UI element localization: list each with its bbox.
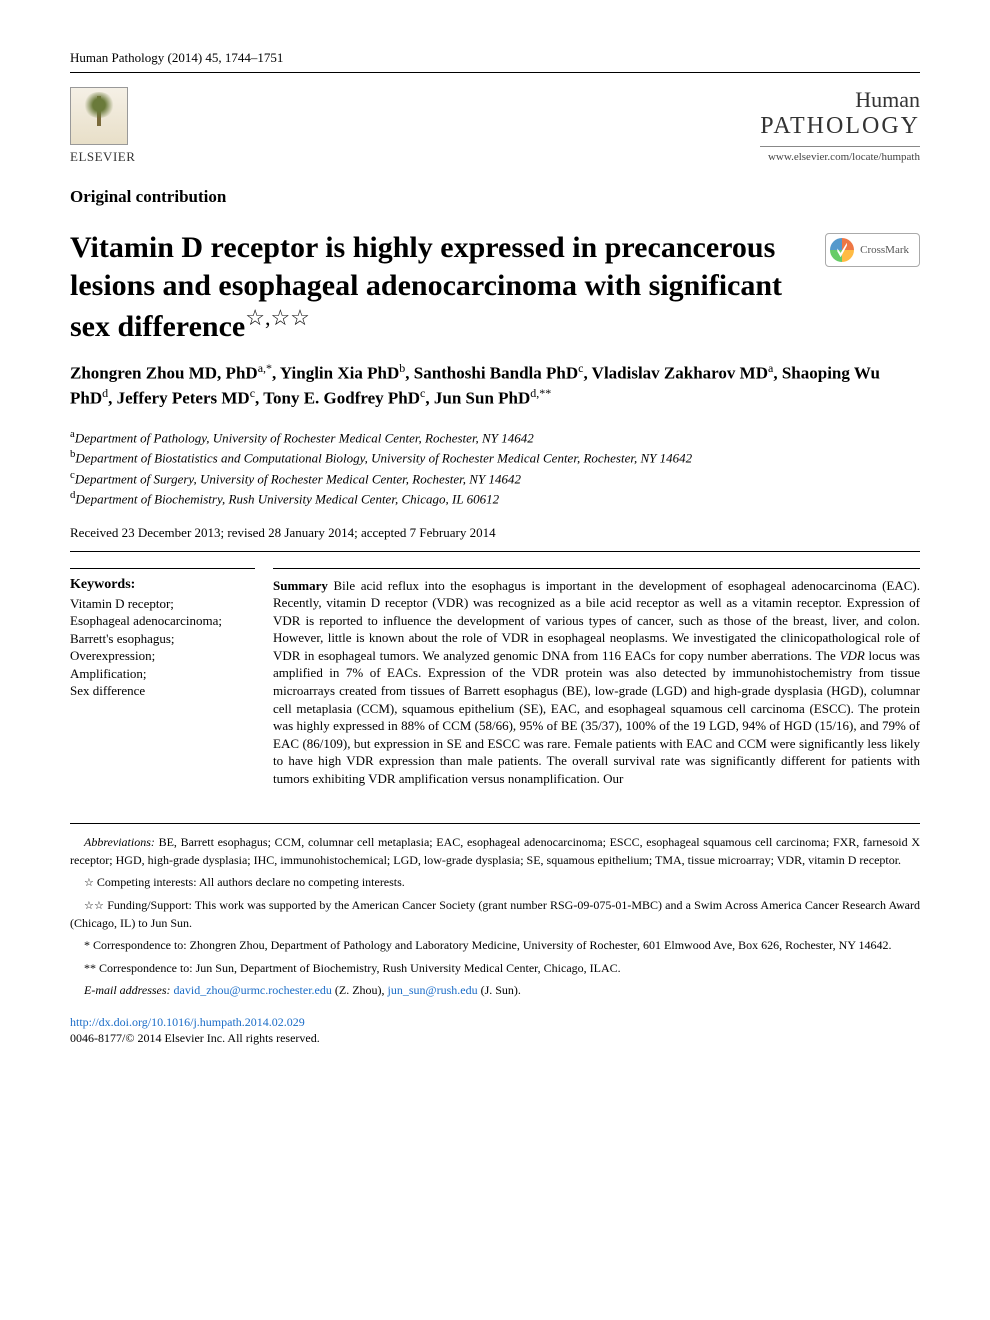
title-footnote-markers: ☆,☆☆	[245, 305, 310, 330]
journal-brand-line2: PATHOLOGY	[760, 113, 920, 140]
journal-url[interactable]: www.elsevier.com/locate/humpath	[760, 151, 920, 163]
crossmark-label: CrossMark	[860, 244, 909, 256]
abstract-block: Keywords: Vitamin D receptor;Esophageal …	[70, 568, 920, 788]
correspondence-2: ** Correspondence to: Jun Sun, Departmen…	[70, 960, 920, 977]
doi-link[interactable]: http://dx.doi.org/10.1016/j.humpath.2014…	[70, 1015, 305, 1029]
affiliations: aDepartment of Pathology, University of …	[70, 427, 920, 509]
title-text: Vitamin D receptor is highly expressed i…	[70, 231, 782, 343]
keywords-column: Keywords: Vitamin D receptor;Esophageal …	[70, 568, 255, 788]
keywords-heading: Keywords:	[70, 577, 255, 593]
affil-b: bDepartment of Biostatistics and Computa…	[70, 447, 920, 468]
journal-brand: Human PATHOLOGY www.elsevier.com/locate/…	[760, 87, 920, 163]
email-addresses: E-mail addresses: david_zhou@urmc.roches…	[70, 982, 920, 999]
title-row: Vitamin D receptor is highly expressed i…	[70, 229, 920, 360]
footnote-competing: ☆ Competing interests: All authors decla…	[70, 874, 920, 892]
journal-brand-line1: Human	[760, 87, 920, 113]
keywords-list: Vitamin D receptor;Esophageal adenocarci…	[70, 595, 255, 700]
affil-c: cDepartment of Surgery, University of Ro…	[70, 468, 920, 489]
affil-a: aDepartment of Pathology, University of …	[70, 427, 920, 448]
summary-text: Bile acid reflux into the esophagus is i…	[273, 578, 920, 786]
article-title: Vitamin D receptor is highly expressed i…	[70, 229, 790, 346]
copyright-line: 0046-8177/© 2014 Elsevier Inc. All right…	[70, 1031, 320, 1045]
journal-reference: Human Pathology (2014) 45, 1744–1751	[70, 50, 920, 73]
publisher-name: ELSEVIER	[70, 149, 135, 165]
summary-heading: Summary	[273, 578, 328, 593]
email-link-1[interactable]: david_zhou@urmc.rochester.edu	[174, 983, 332, 997]
email-link-2[interactable]: jun_sun@rush.edu	[388, 983, 478, 997]
author-list: Zhongren Zhou MD, PhDa,*, Yinglin Xia Ph…	[70, 360, 920, 411]
crossmark-badge[interactable]: CrossMark	[825, 233, 920, 267]
crossmark-icon	[830, 238, 854, 262]
affil-d: dDepartment of Biochemistry, Rush Univer…	[70, 488, 920, 509]
header: ELSEVIER Human PATHOLOGY www.elsevier.co…	[70, 87, 920, 165]
elsevier-tree-icon	[70, 87, 128, 145]
publisher-logo[interactable]: ELSEVIER	[70, 87, 135, 165]
article-dates: Received 23 December 2013; revised 28 Ja…	[70, 525, 920, 552]
footnote-funding: ☆☆ Funding/Support: This work was suppor…	[70, 897, 920, 932]
contribution-type: Original contribution	[70, 187, 920, 207]
summary-column: Summary Bile acid reflux into the esopha…	[273, 568, 920, 788]
abbreviations: Abbreviations: BE, Barrett esophagus; CC…	[70, 834, 920, 869]
correspondence-1: * Correspondence to: Zhongren Zhou, Depa…	[70, 937, 920, 954]
footnotes: Abbreviations: BE, Barrett esophagus; CC…	[70, 823, 920, 999]
doi-block: http://dx.doi.org/10.1016/j.humpath.2014…	[70, 1014, 920, 1048]
